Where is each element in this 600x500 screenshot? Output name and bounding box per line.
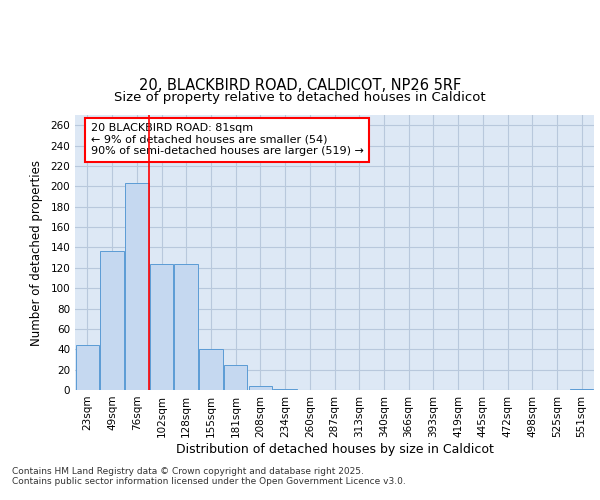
- Bar: [175, 264, 198, 390]
- Bar: [125, 183, 149, 390]
- Bar: [150, 264, 173, 390]
- Text: Contains HM Land Registry data © Crown copyright and database right 2025.: Contains HM Land Registry data © Crown c…: [12, 467, 364, 476]
- Bar: [76, 345, 99, 390]
- Y-axis label: Number of detached properties: Number of detached properties: [31, 160, 43, 346]
- Text: Contains public sector information licensed under the Open Government Licence v3: Contains public sector information licen…: [12, 477, 406, 486]
- Text: 20, BLACKBIRD ROAD, CALDICOT, NP26 5RF: 20, BLACKBIRD ROAD, CALDICOT, NP26 5RF: [139, 78, 461, 92]
- Bar: [224, 364, 247, 390]
- X-axis label: Distribution of detached houses by size in Caldicot: Distribution of detached houses by size …: [176, 442, 493, 456]
- Bar: [199, 350, 223, 390]
- Bar: [274, 389, 297, 390]
- Bar: [100, 252, 124, 390]
- Bar: [248, 386, 272, 390]
- Text: Size of property relative to detached houses in Caldicot: Size of property relative to detached ho…: [114, 90, 486, 104]
- Bar: [570, 389, 593, 390]
- Text: 20 BLACKBIRD ROAD: 81sqm
← 9% of detached houses are smaller (54)
90% of semi-de: 20 BLACKBIRD ROAD: 81sqm ← 9% of detache…: [91, 123, 364, 156]
